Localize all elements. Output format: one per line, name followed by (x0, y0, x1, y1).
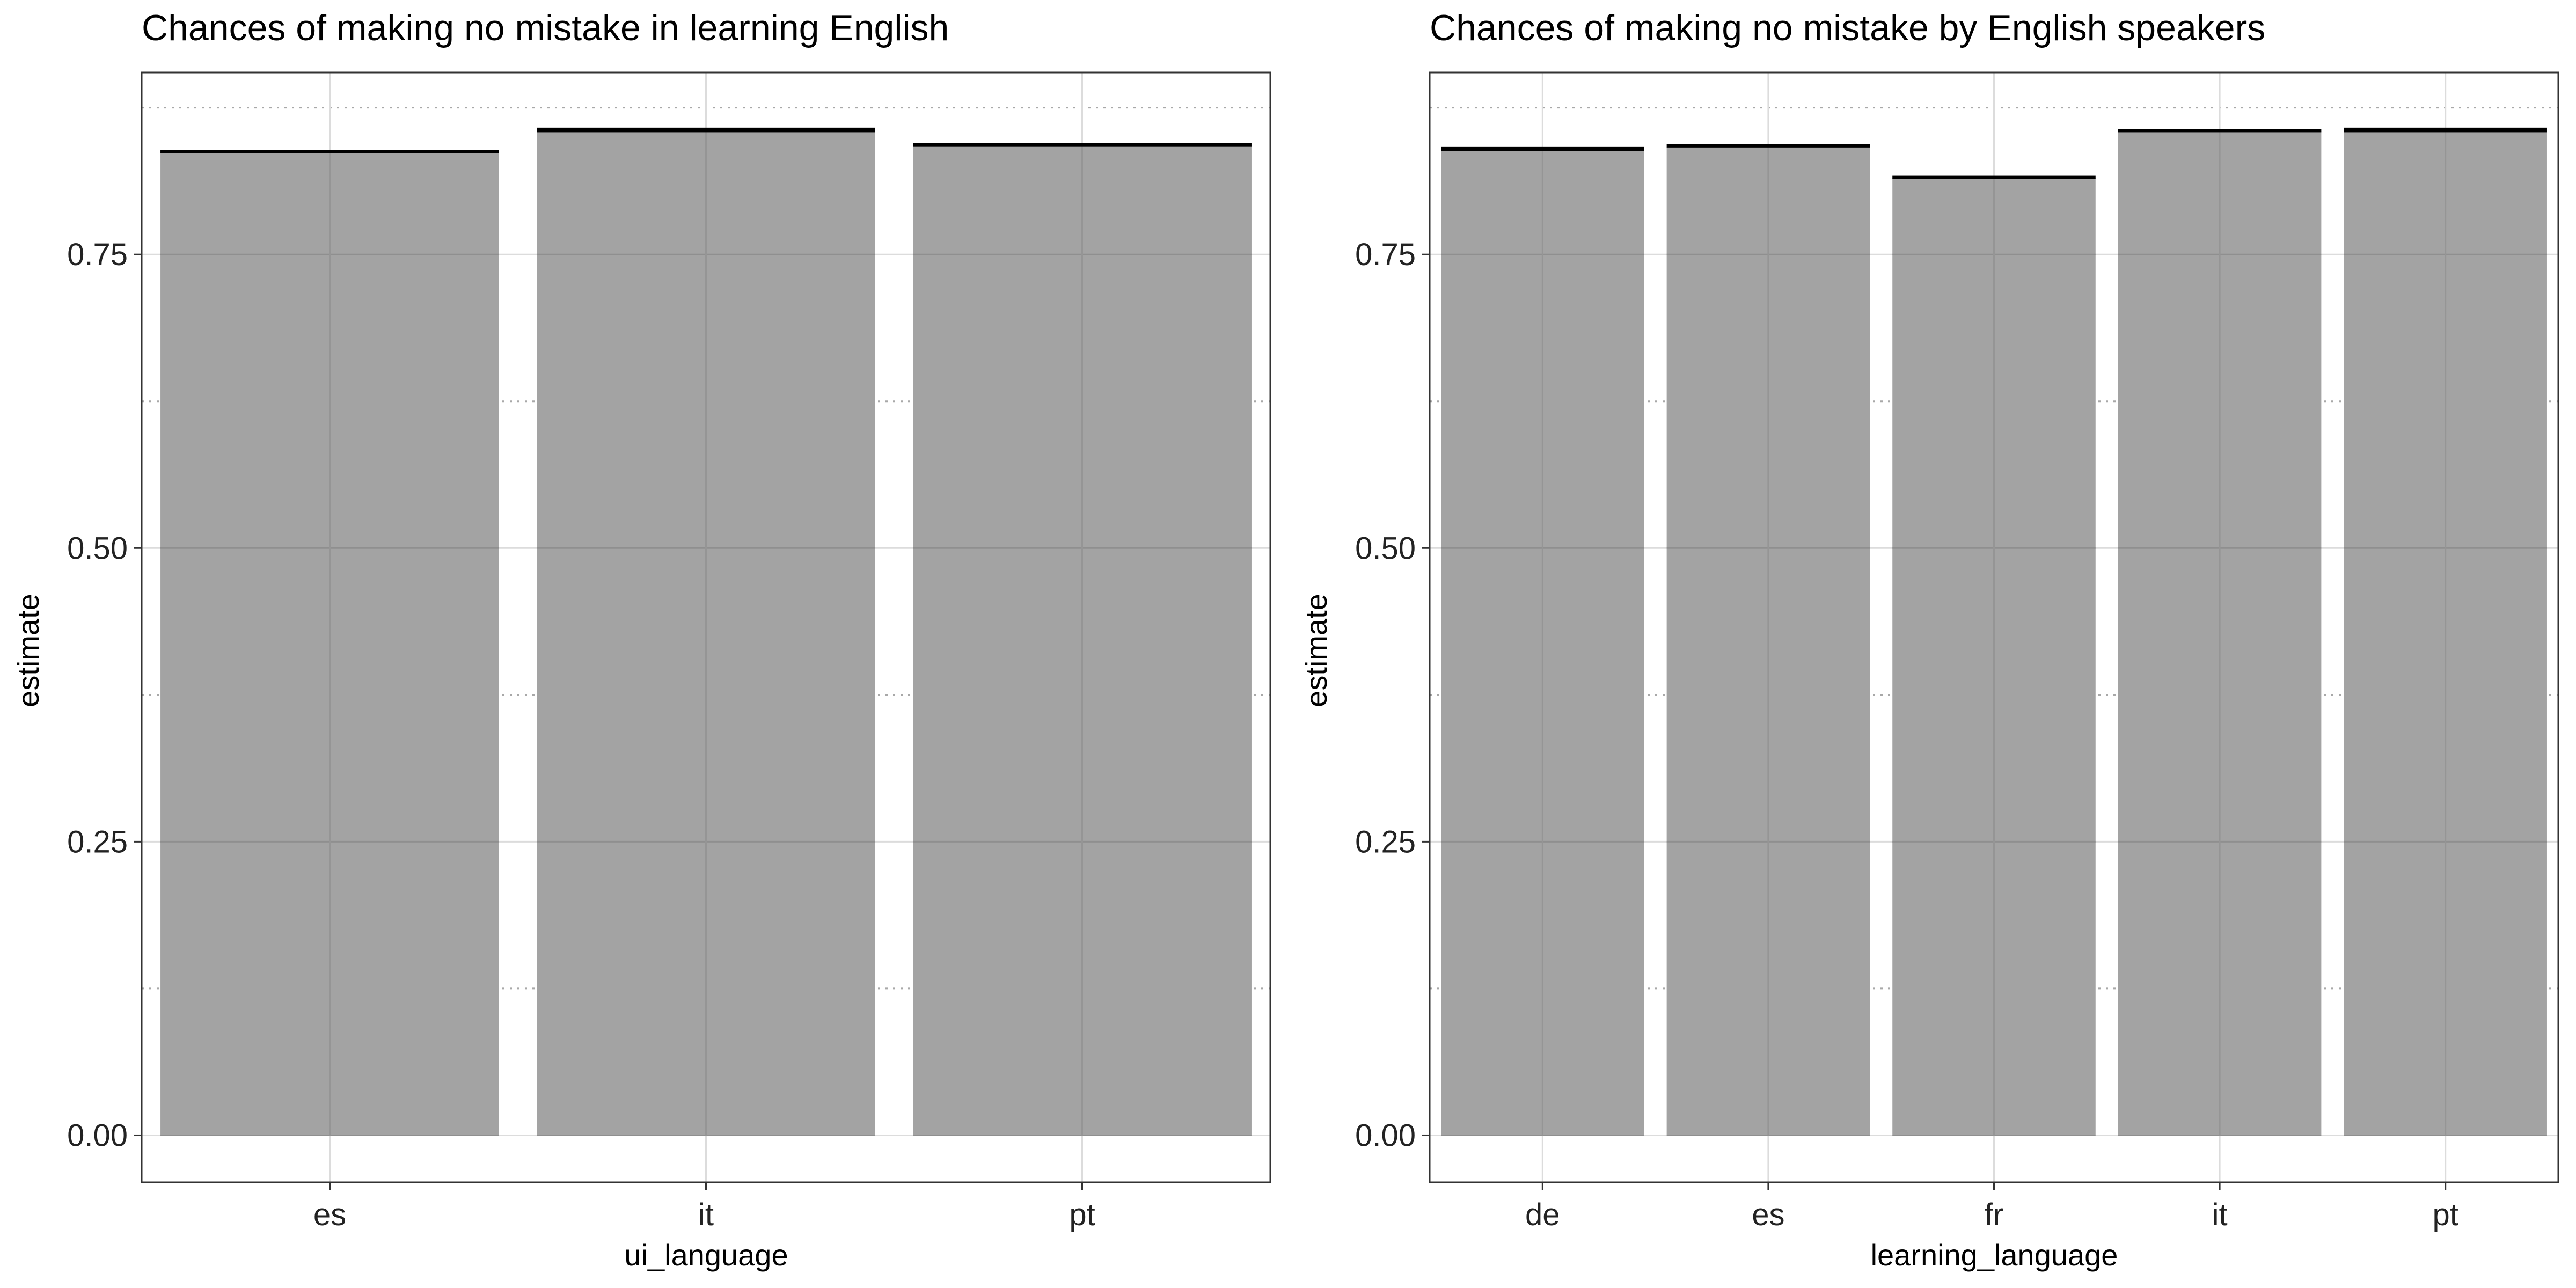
x-tick-label: es (313, 1197, 346, 1232)
x-tick-label: it (2212, 1197, 2228, 1232)
x-tick-label: fr (1985, 1197, 2003, 1232)
y-tick-label: 0.75 (67, 237, 128, 272)
x-tick-label: it (698, 1197, 714, 1232)
y-tick-label: 0.00 (67, 1118, 128, 1153)
x-tick-label: pt (2433, 1197, 2458, 1232)
y-tick-label: 0.25 (1355, 824, 1416, 859)
x-tick-label: de (1525, 1197, 1560, 1232)
x-tick-label: es (1752, 1197, 1784, 1232)
error-bar (1666, 144, 1870, 148)
y-tick-label: 0.00 (1355, 1118, 1416, 1153)
plot-area: 0.00 0.25 0.50 0.75 es it pt (67, 71, 1271, 1232)
x-axis-label: ui_language (624, 1238, 788, 1272)
y-tick-label: 0.50 (67, 531, 128, 566)
y-tick-label: 0.25 (67, 824, 128, 859)
y-tick-label: 0.50 (1355, 531, 1416, 566)
error-bar (1892, 175, 2096, 179)
error-bar (913, 143, 1252, 147)
error-bar (537, 127, 875, 133)
y-tick-label: 0.75 (1355, 237, 1416, 272)
x-tick-label: pt (1069, 1197, 1095, 1232)
left-chart-svg: Chances of making no mistake in learning… (11, 8, 1271, 1272)
plot-area: 0.00 0.25 0.50 0.75 de es fr it pt (1355, 71, 2559, 1232)
error-bar (2118, 129, 2322, 133)
right-chart-panel: Chances of making no mistake by English … (1288, 0, 2576, 1288)
chart-title: Chances of making no mistake by English … (1430, 8, 2265, 48)
error-bar (1441, 146, 1644, 151)
right-chart-svg: Chances of making no mistake by English … (1299, 8, 2559, 1272)
x-axis-label: learning_language (1871, 1238, 2118, 1272)
chart-title: Chances of making no mistake in learning… (142, 8, 949, 48)
error-bar (2344, 127, 2547, 133)
left-chart-panel: Chances of making no mistake in learning… (11, 8, 1271, 1272)
y-axis-label: estimate (1299, 594, 1333, 707)
error-bar (160, 150, 499, 153)
y-axis-label: estimate (11, 594, 45, 707)
